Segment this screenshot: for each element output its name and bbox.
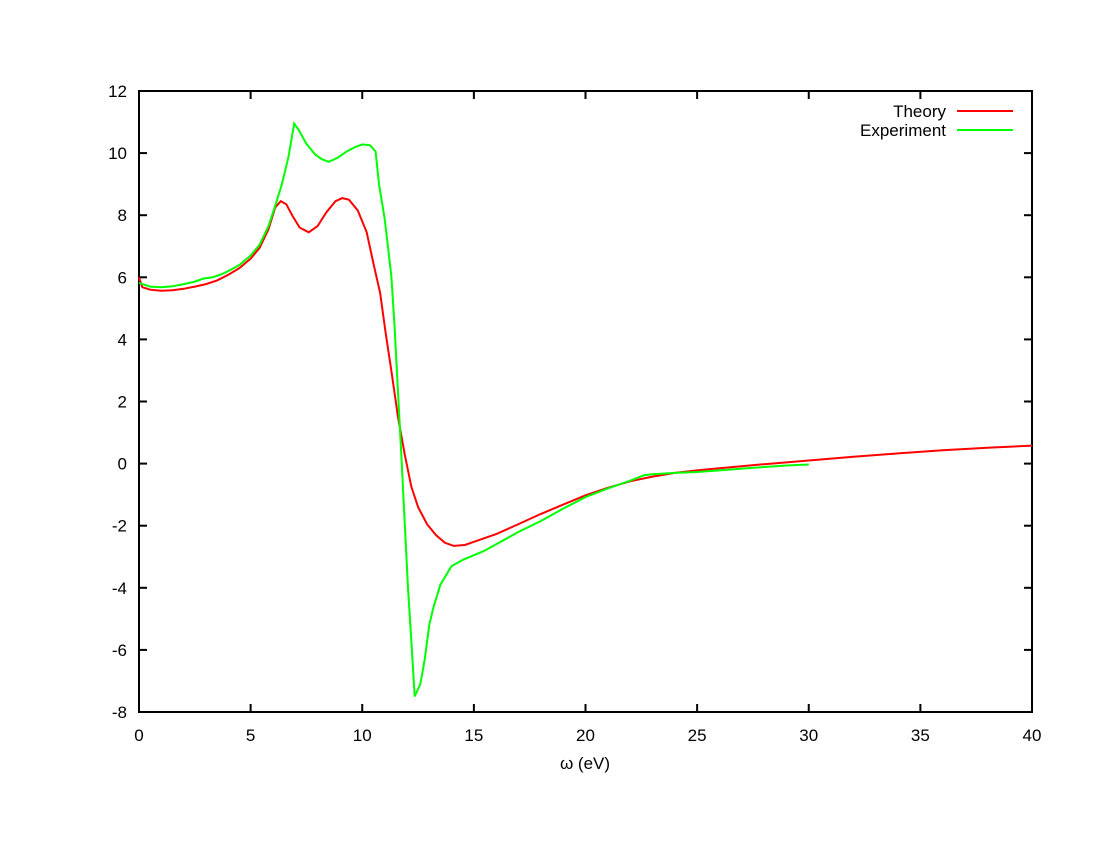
y-tick-label: 2	[118, 393, 127, 412]
y-tick-label: 8	[118, 206, 127, 225]
x-tick-label: 5	[246, 726, 255, 745]
x-tick-label: 25	[688, 726, 707, 745]
legend-label-experiment: Experiment	[860, 121, 946, 140]
x-tick-label: 35	[911, 726, 930, 745]
y-tick-label: 0	[118, 455, 127, 474]
y-tick-label: 10	[108, 144, 127, 163]
x-tick-label: 15	[464, 726, 483, 745]
x-tick-label: 40	[1023, 726, 1042, 745]
y-tick-label: 4	[118, 330, 127, 349]
experiment-curve	[138, 121, 809, 697]
x-tick-label: 20	[576, 726, 595, 745]
y-tick-label: -8	[112, 703, 127, 722]
y-tick-label: -4	[112, 579, 127, 598]
legend: Theory Experiment	[860, 102, 1013, 140]
plot-border	[138, 90, 1033, 713]
x-axis-label: ω (eV)	[560, 754, 610, 773]
axis-tick-labels: 0 5 10 15 20 25 30 35 40 -8 -6 -4 -2 0 2 4 6 8 10 12	[108, 82, 1041, 745]
legend-label-theory: Theory	[893, 102, 946, 121]
y-tick-label: 6	[118, 268, 127, 287]
x-tick-label: 0	[134, 726, 143, 745]
x-tick-label: 30	[799, 726, 818, 745]
y-tick-label: 12	[108, 82, 127, 101]
axis-ticks	[138, 90, 1033, 713]
y-tick-label: -2	[112, 517, 127, 536]
x-tick-label: 10	[353, 726, 372, 745]
y-tick-label: -6	[112, 641, 127, 660]
theory-curve	[138, 197, 1033, 547]
